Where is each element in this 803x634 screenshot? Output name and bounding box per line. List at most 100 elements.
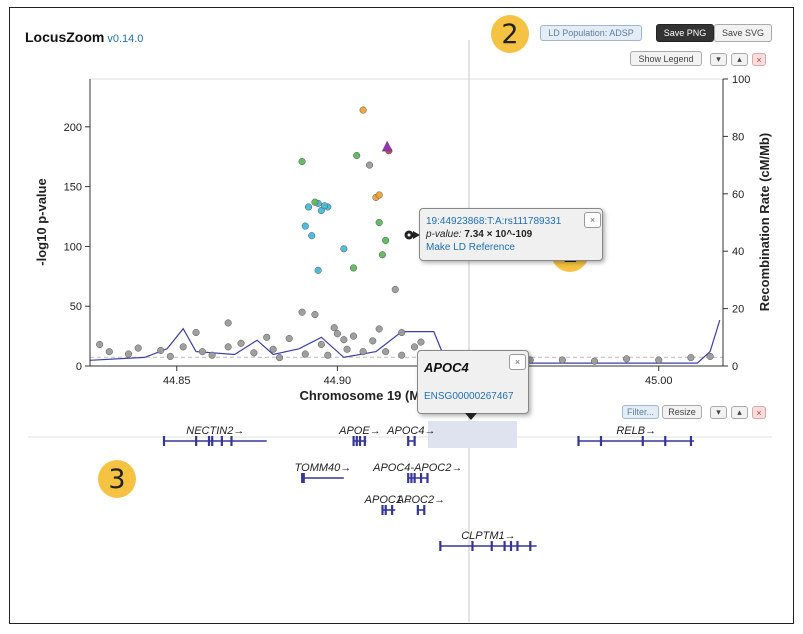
panel-move-down-button[interactable]: ▾ (710, 53, 727, 66)
variant-point[interactable] (105, 348, 113, 356)
variant-point[interactable] (96, 340, 104, 349)
variant-point[interactable] (224, 319, 232, 327)
variant-point[interactable] (166, 352, 174, 360)
variant-point[interactable] (192, 328, 200, 337)
variant-point[interactable] (285, 334, 293, 343)
variant-point[interactable] (263, 333, 271, 341)
ld-population-button[interactable]: LD Population: ADSP (540, 25, 642, 41)
variant-point[interactable] (237, 339, 245, 347)
gene-exon-mark (407, 473, 410, 483)
make-ld-reference-link[interactable]: Make LD Reference (426, 242, 515, 253)
gene-tooltip-close-button[interactable]: × (509, 354, 526, 370)
variant-point[interactable] (391, 285, 399, 294)
variant-point[interactable] (417, 338, 425, 346)
gene-exon-mark (689, 436, 693, 446)
gene-exon-mark (490, 541, 493, 551)
gene-panel-move-down-button[interactable]: ▾ (710, 406, 727, 419)
gene-apoe[interactable]: APOE→ (338, 425, 381, 446)
variant-point[interactable] (706, 352, 714, 360)
gene-exon-mark (410, 473, 413, 483)
variant-point[interactable] (269, 345, 277, 353)
variant-point[interactable] (333, 330, 341, 338)
variant-point[interactable] (558, 356, 566, 364)
variant-point[interactable] (359, 348, 367, 356)
gene-exon-mark (413, 436, 416, 446)
gene-tomm40[interactable]: TOMM40→ (295, 462, 352, 483)
variant-point[interactable] (382, 348, 390, 356)
panel-remove-button[interactable]: × (752, 53, 766, 66)
variant-point[interactable] (301, 350, 309, 358)
variant-point[interactable] (375, 218, 383, 227)
gene-clptm1[interactable]: CLPTM1→ (439, 530, 537, 551)
variant-point[interactable] (134, 344, 142, 352)
index-variant-point[interactable] (381, 140, 393, 152)
gene-panel-remove-button[interactable]: × (752, 406, 766, 419)
variant-point[interactable] (343, 345, 351, 353)
variant-point[interactable] (208, 351, 216, 359)
variant-point[interactable] (301, 222, 309, 230)
variant-point[interactable] (250, 349, 258, 357)
gene-filter-button[interactable]: Filter... (622, 405, 659, 419)
variant-point[interactable] (330, 324, 338, 332)
gene-tooltip-name: APOC4 (424, 360, 469, 375)
ensembl-id-link[interactable]: ENSG00000267467 (424, 391, 514, 402)
variant-point[interactable] (375, 191, 383, 199)
variant-point[interactable] (378, 251, 386, 259)
variant-point[interactable] (349, 264, 358, 272)
variant-point[interactable] (179, 343, 187, 351)
variant-point[interactable] (324, 351, 332, 359)
variant-point[interactable] (359, 106, 367, 114)
variant-point[interactable] (224, 343, 232, 351)
variant-point[interactable] (375, 325, 383, 333)
variant-point[interactable] (304, 203, 313, 211)
variant-point[interactable] (308, 232, 316, 240)
gene-resize-button[interactable]: Resize (662, 405, 702, 419)
variant-point[interactable] (298, 157, 306, 166)
panel-move-up-button[interactable]: ▴ (731, 53, 748, 66)
variant-point[interactable] (298, 308, 306, 316)
variant-point[interactable] (655, 356, 663, 364)
gene-exon-mark (355, 436, 358, 446)
variant-point[interactable] (321, 202, 329, 210)
gene-nectin2[interactable]: NECTIN2→ (162, 425, 267, 446)
variant-point[interactable] (311, 198, 319, 206)
gene-track[interactable]: NECTIN2→ APOE→ APOC4→ RELB→ TOMM40→ APOC4-APO… (162, 425, 695, 551)
gene-exon-mark (503, 541, 506, 551)
variant-point[interactable] (317, 340, 325, 349)
variant-point[interactable] (276, 354, 284, 362)
variant-point[interactable] (198, 348, 207, 356)
gene-apoc2[interactable]: APOC2→ (396, 494, 445, 515)
variant-point[interactable] (311, 311, 319, 319)
variant-point[interactable] (125, 350, 133, 358)
variant-point[interactable] (349, 332, 358, 340)
y-left-tick-label: 100 (64, 241, 82, 253)
variant-point[interactable] (382, 236, 390, 244)
variant-id-link[interactable]: 19:44923868:T:A:rs111789331 (426, 216, 562, 227)
gene-panel-move-up-button[interactable]: ▴ (731, 406, 748, 419)
gene-apoc1[interactable]: APOC1→ (364, 494, 413, 515)
variant-point[interactable] (590, 357, 599, 365)
gene-exon-mark (195, 436, 198, 446)
variant-point[interactable] (687, 354, 695, 362)
variant-point[interactable] (623, 355, 631, 363)
variant-point[interactable] (353, 151, 361, 160)
gene-apoc4[interactable]: APOC4→ (386, 425, 435, 446)
variant-point[interactable] (410, 343, 419, 351)
gene-label: RELB→ (616, 425, 656, 437)
save-svg-button[interactable]: Save SVG (714, 24, 772, 42)
y-left-tick-label: 0 (76, 361, 82, 373)
variant-tooltip-close-button[interactable]: × (584, 212, 601, 228)
variant-point[interactable] (398, 351, 406, 359)
variant-point[interactable] (369, 337, 377, 345)
gene-exon-mark (363, 436, 366, 446)
variant-point[interactable] (340, 336, 348, 344)
show-legend-button[interactable]: Show Legend (630, 51, 702, 66)
variant-point[interactable] (340, 245, 348, 253)
variant-point[interactable] (314, 266, 322, 274)
save-png-button[interactable]: Save PNG (656, 24, 714, 42)
variant-point[interactable] (365, 161, 374, 169)
gene-apoc4-apoc2[interactable]: APOC4-APOC2→ (372, 462, 462, 483)
gene-relb[interactable]: RELB→ (577, 425, 695, 446)
variant-point[interactable] (157, 346, 165, 355)
variant-point[interactable] (398, 328, 406, 337)
